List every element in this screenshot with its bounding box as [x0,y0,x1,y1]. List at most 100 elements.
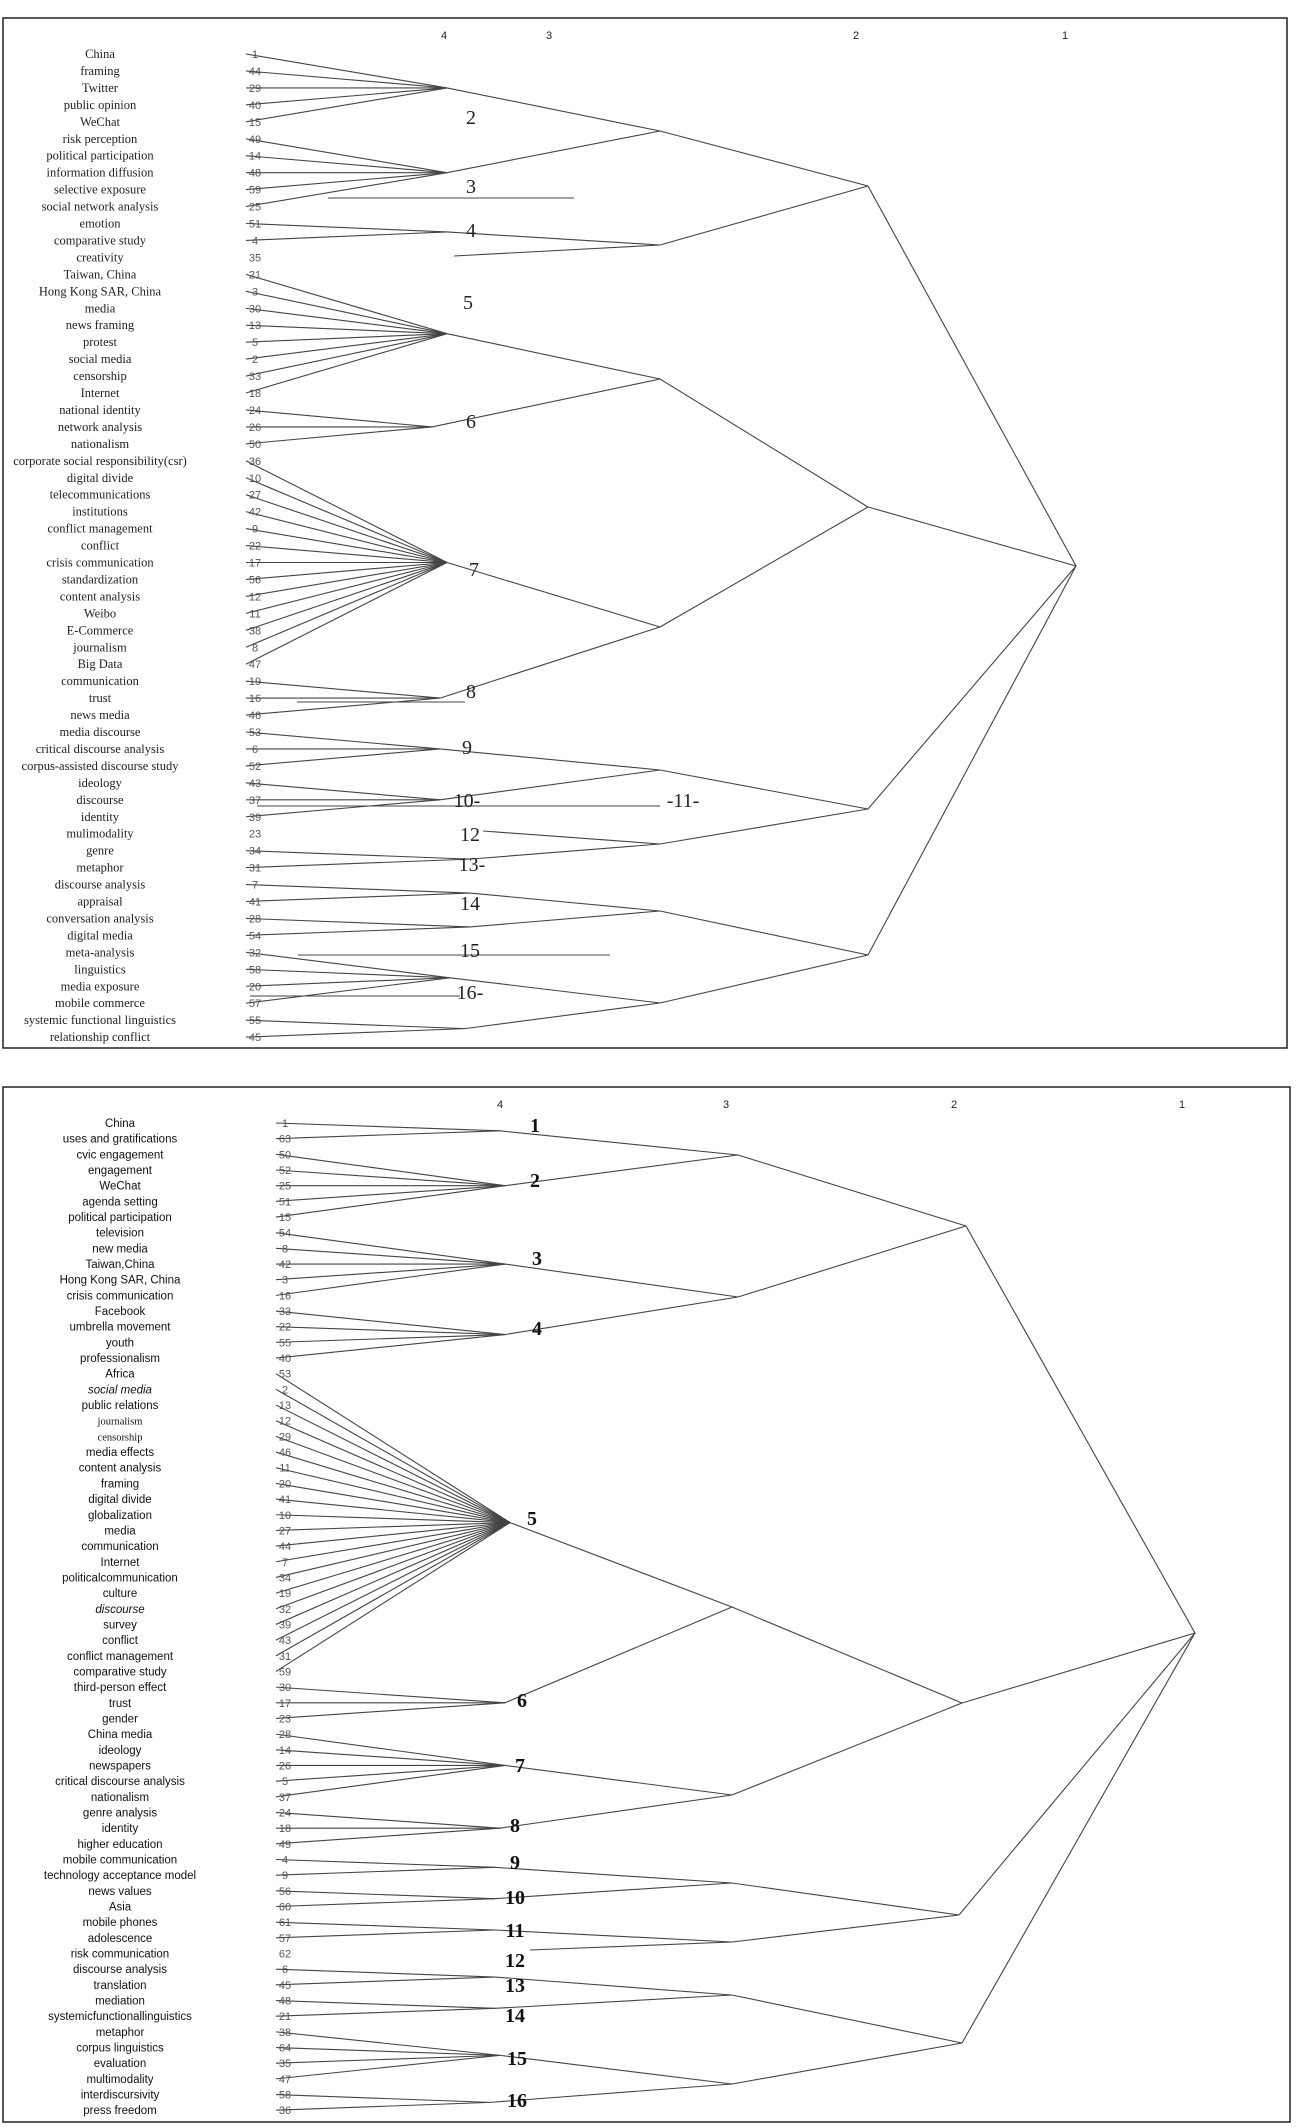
level3-branch [737,1154,967,1227]
keyword-label: conflict management [47,522,153,536]
cluster-label: 13 [505,1975,525,1997]
keyword-id: 13 [279,1400,291,1412]
cluster-label: 9 [462,737,472,759]
cluster-label: 7 [469,559,479,581]
leaf-branch [245,731,441,750]
keyword-id: 49 [279,1839,291,1851]
leaf-branch [275,1858,496,1868]
keyword-label: Hong Kong SAR, China [39,284,162,298]
keyword-label: culture [103,1588,138,1600]
keyword-label: Internet [101,1557,141,1569]
leaf-branch [275,1420,511,1524]
keyword-label: translation [93,1980,146,1992]
keyword-label: press freedom [83,2105,157,2117]
keyword-label: adolescence [88,1933,153,1945]
leaf-branch [245,561,448,580]
cluster-label: -11- [667,790,700,812]
keyword-label: ideology [99,1745,142,1757]
keyword-label: news framing [66,318,135,332]
keyword-id: 17 [249,558,261,570]
keyword-label: China [85,47,115,61]
leaf-branch [275,2054,501,2080]
keyword-id: 59 [249,185,261,197]
leaf-branch [275,1686,506,1704]
leaf-branch [275,1153,506,1187]
keyword-id: 47 [279,2074,291,2086]
leaf-branch [275,1976,496,1986]
cluster-branch [504,1764,733,1796]
keyword-label: Twitter [82,81,119,95]
keyword-label: comparative study [73,1666,167,1678]
keyword-id: 6 [252,744,258,756]
keyword-label: Facebook [95,1306,146,1318]
cluster-label: 3 [532,1248,542,1270]
leaf-branch [275,1890,496,1900]
keyword-id: 2 [282,1384,288,1396]
keyword-label: third-person effect [74,1682,167,1694]
keyword-label: critical discourse analysis [55,1776,185,1788]
connector-line [529,1941,733,1951]
keyword-label: nationalism [91,1792,149,1804]
keyword-label: corpus-assisted discourse study [22,759,180,773]
keyword-id: 63 [279,1134,291,1146]
leaf-branch [275,1451,511,1524]
keyword-label: Weibo [84,606,116,620]
cluster-branch [494,1994,733,2009]
leaf-branch [245,748,441,767]
keyword-label: Taiwan, China [64,267,137,281]
keyword-label: digital divide [88,1494,151,1506]
keyword-id: 3 [282,1275,288,1287]
keyword-label: communication [61,674,140,688]
keyword-id: 48 [279,1996,291,2008]
keyword-label: trust [89,691,112,705]
cluster-label: 16 [507,2090,527,2112]
keyword-id: 55 [249,1015,261,1027]
level-header: 1 [1062,30,1068,42]
keyword-label: critical discourse analysis [36,742,165,756]
keyword-label: discourse analysis [73,1964,167,1976]
keyword-label: conflict [102,1635,139,1647]
leaf-branch [275,1169,506,1187]
keyword-id: 10 [279,1510,291,1522]
cluster-branch [499,1130,739,1156]
leaf-branch [275,1333,506,1359]
cluster-label: 4 [532,1318,542,1340]
leaf-branch [275,1404,511,1524]
keyword-label: discourse [76,793,124,807]
cluster-label: 5 [527,1508,537,1530]
keyword-id: 28 [249,913,261,925]
keyword-label: umbrella movement [70,1322,172,1334]
keyword-id: 21 [279,2011,291,2023]
leaf-branch [245,1028,466,1038]
cluster-branch [439,748,661,771]
keyword-label: digital divide [67,471,134,485]
level-header: 3 [723,1099,729,1111]
keyword-label: new media [92,1243,148,1255]
keyword-label: genre [86,844,114,858]
cluster-branch [439,769,661,801]
cluster-branch [494,1866,733,1884]
leaf-branch [275,1898,496,1908]
cluster-branch [446,130,661,174]
leaf-branch [275,1247,506,1265]
level2-branch [867,565,1077,956]
keyword-id: 42 [279,1259,291,1271]
keyword-id: 36 [249,456,261,468]
keyword-id: 1 [282,1118,288,1130]
cluster-label: 6 [517,1690,527,1712]
leaf-branch [245,333,448,360]
level-header: 4 [497,1099,503,1111]
keyword-label: identity [81,810,120,824]
keyword-label: ideology [78,776,122,790]
leaf-branch [275,1435,511,1524]
keyword-id: 26 [279,1760,291,1772]
keyword-label: political participation [46,149,154,163]
leaf-branch [275,1232,506,1265]
keyword-id: 20 [249,981,261,993]
leaf-branch [245,917,471,928]
keyword-id: 35 [279,2058,291,2070]
keyword-label: media [85,301,116,315]
keyword-label: media exposure [61,979,140,993]
leaf-branch [245,307,448,335]
